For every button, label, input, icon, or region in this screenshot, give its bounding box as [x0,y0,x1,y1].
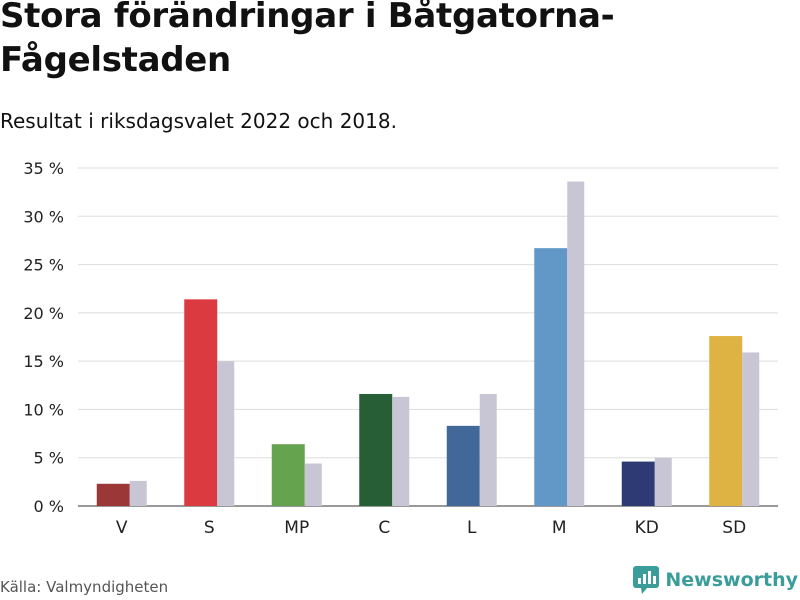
bar-2018 [217,361,235,506]
bar-2022 [96,483,130,506]
bar-2022 [184,299,218,506]
x-tick-label: SD [722,518,746,538]
bar-2018 [479,393,497,506]
bar-2018 [129,480,147,506]
bar-2022 [446,425,480,506]
x-tick-label: M [552,518,567,538]
bar-chart-logo-icon [633,566,660,594]
chart-title: Stora förändringar i Båtgatorna-Fågelsta… [0,0,615,80]
chart-subtitle: Resultat i riksdagsvalet 2022 och 2018. [0,109,397,133]
x-tick-label: MP [284,518,309,538]
y-tick-label: 20 % [23,304,64,323]
bar-2022 [621,461,655,506]
bar-2018 [392,396,410,506]
source-note: Källa: Valmyndigheten [0,578,169,596]
bar-2022 [359,393,393,506]
bar-2018 [742,352,760,506]
y-tick-label: 30 % [23,207,64,226]
brand-name: Newsworthy [665,569,798,591]
bar-2018 [654,457,672,506]
y-tick-label: 0 % [34,497,64,516]
x-tick-label: V [116,518,128,538]
bar-2022 [271,444,305,506]
x-tick-label: S [204,518,215,538]
x-tick-label: C [378,518,390,538]
y-tick-label: 5 % [34,449,64,468]
x-tick-label: KD [635,518,659,538]
y-tick-label: 25 % [23,256,64,275]
bar-2018 [567,181,585,506]
bar-2022 [709,336,743,506]
brand-logo[interactable]: Newsworthy [633,566,798,594]
bar-2022 [534,248,568,506]
y-tick-label: 35 % [23,159,64,178]
y-tick-label: 10 % [23,400,64,419]
bar-2018 [304,463,322,506]
bar-chart: 0 % 5 % 10 % 15 % 20 % 25 % 30 % 35 % V S MP C L M KD S… [23,159,778,538]
y-tick-label: 15 % [23,352,64,371]
x-tick-label: L [467,518,477,538]
